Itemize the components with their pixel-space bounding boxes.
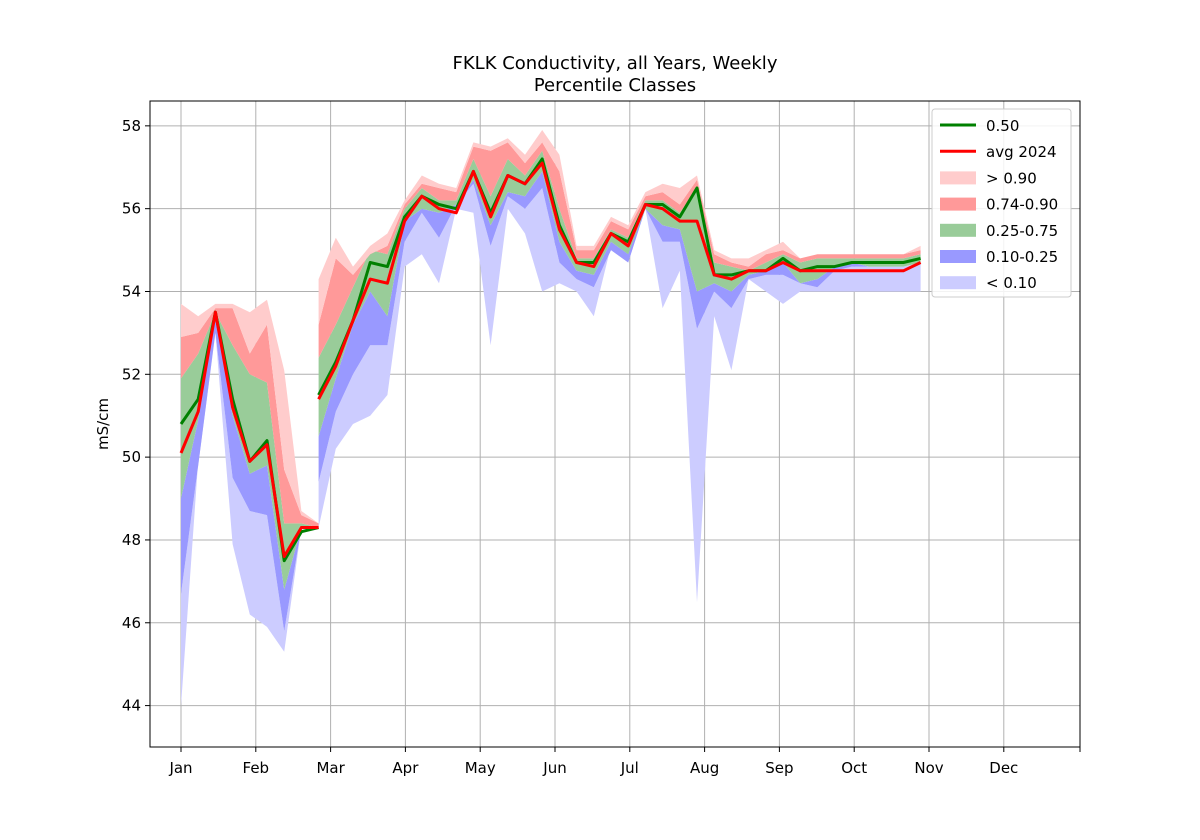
legend-label: 0.25-0.75 <box>986 222 1058 240</box>
band--0-90-segment-0 <box>181 299 319 524</box>
x-tick-label: Nov <box>914 759 943 777</box>
y-tick-label: 46 <box>122 614 141 632</box>
x-tick-label: Apr <box>392 759 419 777</box>
x-tick-label: May <box>465 759 496 777</box>
legend-label: > 0.90 <box>986 169 1037 187</box>
legend-swatch <box>940 197 976 211</box>
axes: Jan Feb Mar Apr May Jun Jul Aug Sep Oct Nov Dec 44 46… <box>122 117 1081 777</box>
legend: 0.50 avg 2024 > 0.90 0.74-0.90 0.25-0.75 0.10… <box>931 108 1072 298</box>
legend-swatch <box>940 250 976 263</box>
x-tick-label: Jan <box>168 759 192 777</box>
y-tick-label: 52 <box>122 365 141 383</box>
y-tick-label: 56 <box>122 200 141 218</box>
legend-label: 0.74-0.90 <box>986 196 1058 214</box>
percentile-bands <box>181 130 921 706</box>
series-lines <box>179 157 922 563</box>
chart-title: FKLK Conductivity, all Years, Weekly <box>453 53 778 74</box>
x-tick-label: Feb <box>243 759 270 777</box>
y-tick-label: 54 <box>122 282 141 300</box>
chart-subtitle: Percentile Classes <box>534 75 696 96</box>
band-0-25-0-75-segment-0 <box>181 312 319 590</box>
y-tick-label: 50 <box>122 448 141 466</box>
band--0-10-segment-0 <box>181 332 319 706</box>
y-tick-label: 48 <box>122 531 141 549</box>
x-tick-label: Jun <box>542 759 566 777</box>
avg-2024-line-segment-1 <box>317 161 922 400</box>
legend-label: avg 2024 <box>986 143 1057 161</box>
legend-swatch <box>940 171 976 185</box>
legend-label: 0.50 <box>986 117 1019 135</box>
band--0-10-segment-1 <box>318 183 921 603</box>
legend-label: < 0.10 <box>986 274 1037 292</box>
x-tick-label: Jul <box>620 759 639 777</box>
x-tick-label: Oct <box>841 759 867 777</box>
y-tick-label: 44 <box>122 697 141 715</box>
x-tick-label: Aug <box>690 759 719 777</box>
x-tick-label: Dec <box>989 759 1018 777</box>
y-tick-label: 58 <box>122 117 141 135</box>
legend-swatch <box>940 276 976 290</box>
plot-frame <box>149 100 1081 748</box>
x-tick-label: Sep <box>765 759 793 777</box>
avg-2024-line-segment-0 <box>179 310 319 558</box>
legend-label: 0.10-0.25 <box>986 248 1058 266</box>
legend-swatch <box>940 223 976 237</box>
x-tick-label: Mar <box>316 759 345 777</box>
band-0-74-0-90-segment-0 <box>181 308 319 528</box>
y-axis-label: mS/cm <box>94 398 112 450</box>
